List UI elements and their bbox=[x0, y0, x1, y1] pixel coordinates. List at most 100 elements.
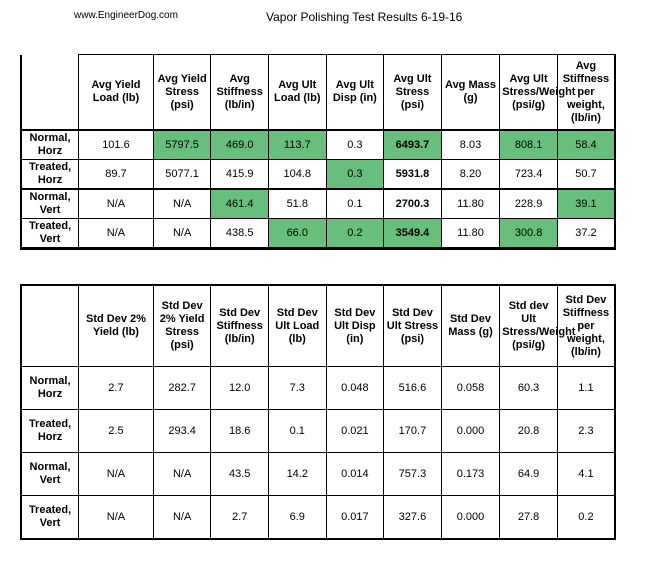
table-cell: 51.8 bbox=[267, 188, 327, 219]
row-label: Treated, Vert bbox=[20, 495, 80, 540]
table-cell: 8.20 bbox=[440, 159, 501, 190]
table-cell: 0.1 bbox=[325, 188, 385, 219]
table-cell: 5077.1 bbox=[152, 159, 212, 190]
column-header: Avg Stiffness per weight,(lb/in) bbox=[556, 54, 616, 131]
table-cell: 0.3 bbox=[325, 129, 385, 160]
column-header: Std dev Ult Stress/Weight (psi/g) bbox=[499, 284, 575, 367]
column-header: Std Dev Mass (g) bbox=[440, 284, 501, 367]
table-cell: 170.7 bbox=[383, 409, 442, 453]
table-cell: 64.9 bbox=[499, 452, 558, 496]
table-cell: N/A bbox=[78, 495, 154, 540]
table-cell-highlighted: 0.3 bbox=[325, 159, 385, 190]
table-cell: 18.6 bbox=[210, 409, 269, 453]
table-cell: 8.03 bbox=[440, 129, 501, 160]
table-row: Treated, Horz 89.7 5077.1 415.9 104.8 0.… bbox=[20, 159, 616, 190]
table-cell: N/A bbox=[152, 188, 212, 219]
table-cell: 6.9 bbox=[267, 495, 327, 540]
row-label: Normal, Vert bbox=[20, 188, 80, 219]
table-cell: 2.7 bbox=[78, 366, 154, 410]
column-header: Std Dev Ult Load (lb) bbox=[267, 284, 327, 367]
table-cell: 282.7 bbox=[152, 366, 212, 410]
std-dev-results-table: Std Dev 2% Yield (lb) Std Dev 2% Yield S… bbox=[20, 284, 616, 540]
column-header: Avg Yield Load (lb) bbox=[78, 54, 154, 131]
column-header: Std Dev Stiffness (lb/in) bbox=[210, 284, 269, 367]
table-cell: 2.7 bbox=[210, 495, 269, 540]
row-label: Treated, Vert bbox=[20, 218, 80, 249]
table-cell: 0.017 bbox=[325, 495, 385, 540]
table-cell-highlighted: 3549.4 bbox=[383, 218, 442, 249]
table-cell-highlighted: 469.0 bbox=[210, 129, 269, 160]
table-cell: 60.3 bbox=[499, 366, 558, 410]
column-header: Std Dev Ult Stress (psi) bbox=[383, 284, 442, 367]
table-cell: 89.7 bbox=[78, 159, 154, 190]
row-label: Normal, Horz bbox=[20, 129, 80, 160]
site-url: www.EngineerDog.com bbox=[74, 10, 178, 21]
corner-cell bbox=[21, 54, 80, 131]
table-cell: N/A bbox=[152, 452, 212, 496]
table-cell-highlighted: 808.1 bbox=[499, 129, 558, 160]
table-cell: 293.4 bbox=[152, 409, 212, 453]
table-cell: 0.2 bbox=[556, 495, 616, 540]
table-row: Treated, Vert N/A N/A 438.5 66.0 0.2 354… bbox=[20, 218, 616, 249]
table-cell-highlighted: 0.2 bbox=[325, 218, 385, 249]
column-header: Avg Yield Stress (psi) bbox=[152, 54, 212, 131]
table-cell: 415.9 bbox=[210, 159, 269, 190]
table-cell: 0.1 bbox=[267, 409, 327, 453]
table-cell: 0.000 bbox=[440, 409, 501, 453]
table-cell-highlighted: 39.1 bbox=[556, 188, 616, 219]
row-label: Treated, Horz bbox=[20, 409, 80, 453]
corner-cell bbox=[20, 284, 80, 367]
table-cell: 7.3 bbox=[267, 366, 327, 410]
table-cell: 2.5 bbox=[78, 409, 154, 453]
column-header: Avg Ult Stress/Weight (psi/g) bbox=[499, 54, 575, 131]
table-cell: 104.8 bbox=[267, 159, 327, 190]
row-label: Treated, Horz bbox=[20, 159, 80, 190]
header-row: Std Dev 2% Yield (lb) Std Dev 2% Yield S… bbox=[20, 284, 616, 367]
table-cell: 0.173 bbox=[440, 452, 501, 496]
table-cell: N/A bbox=[78, 188, 154, 219]
table-cell: 11.80 bbox=[440, 218, 501, 249]
column-header: Avg Mass (g) bbox=[440, 54, 501, 131]
average-results-table: Avg Yield Load (lb) Avg Yield Stress (ps… bbox=[20, 54, 616, 250]
table-cell: 723.4 bbox=[499, 159, 558, 190]
table-row: Normal, Horz 101.6 5797.5 469.0 113.7 0.… bbox=[20, 129, 616, 160]
table-cell: 0.014 bbox=[325, 452, 385, 496]
table-cell-highlighted: 6493.7 bbox=[383, 129, 442, 160]
column-header: Avg Stiffness (lb/in) bbox=[210, 54, 269, 131]
table-cell: 438.5 bbox=[210, 218, 269, 249]
table-row: Treated, Horz 2.5 293.4 18.6 0.1 0.021 1… bbox=[20, 409, 616, 453]
row-label: Normal, Vert bbox=[20, 452, 80, 496]
table-cell-highlighted: 461.4 bbox=[210, 188, 269, 219]
table-cell: 2.3 bbox=[556, 409, 616, 453]
table-cell: 5931.8 bbox=[383, 159, 442, 190]
table-cell: 228.9 bbox=[499, 188, 558, 219]
table-cell: 43.5 bbox=[210, 452, 269, 496]
column-header: Avg Ult Stress (psi) bbox=[383, 54, 442, 131]
table-cell: 1.1 bbox=[556, 366, 616, 410]
table-row: Normal, Vert N/A N/A 461.4 51.8 0.1 2700… bbox=[20, 188, 616, 219]
table-row: Normal, Vert N/A N/A 43.5 14.2 0.014 757… bbox=[20, 452, 616, 496]
table-cell: N/A bbox=[152, 495, 212, 540]
table-row: Normal, Horz 2.7 282.7 12.0 7.3 0.048 51… bbox=[20, 366, 616, 410]
column-header: Std Dev 2% Yield Stress (psi) bbox=[152, 284, 212, 367]
header-row: Avg Yield Load (lb) Avg Yield Stress (ps… bbox=[21, 54, 616, 131]
row-label: Normal, Horz bbox=[20, 366, 80, 410]
table-cell: 14.2 bbox=[267, 452, 327, 496]
table-cell-highlighted: 113.7 bbox=[267, 129, 327, 160]
column-header: Avg Ult Load (lb) bbox=[267, 54, 327, 131]
table-cell: 50.7 bbox=[556, 159, 616, 190]
table-cell: 11.80 bbox=[440, 188, 501, 219]
table-cell-highlighted: 66.0 bbox=[267, 218, 327, 249]
table-cell: 0.058 bbox=[440, 366, 501, 410]
table-cell: 37.2 bbox=[556, 218, 616, 249]
table-cell: 0.048 bbox=[325, 366, 385, 410]
table-cell-highlighted: 5797.5 bbox=[152, 129, 212, 160]
table-cell: N/A bbox=[78, 452, 154, 496]
table-cell: 757.3 bbox=[383, 452, 442, 496]
column-header: Std Dev 2% Yield (lb) bbox=[78, 284, 154, 367]
table-cell: 12.0 bbox=[210, 366, 269, 410]
column-header: Std Dev Ult Disp (in) bbox=[325, 284, 385, 367]
table-cell: 516.6 bbox=[383, 366, 442, 410]
table-cell: 2700.3 bbox=[383, 188, 442, 219]
table-cell: 0.000 bbox=[440, 495, 501, 540]
